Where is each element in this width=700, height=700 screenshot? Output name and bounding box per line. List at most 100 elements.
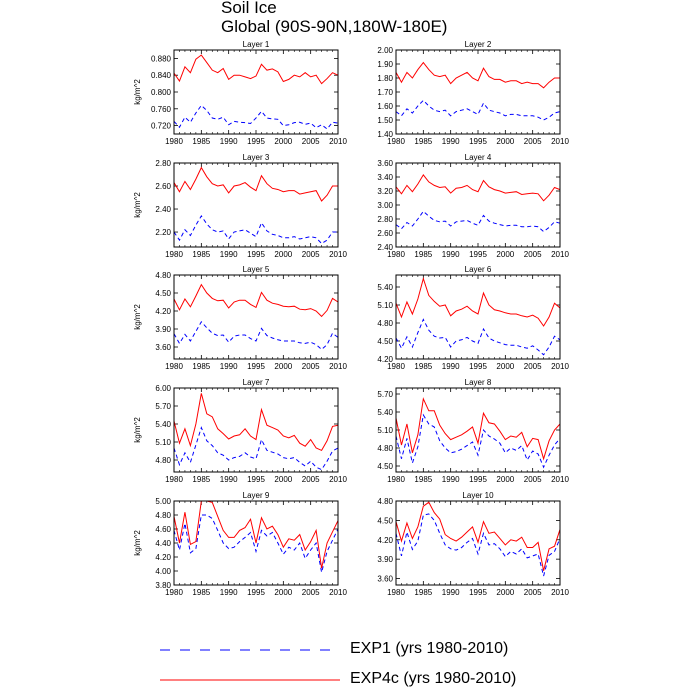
plot-frame-layer-2 [395, 49, 561, 135]
y-tick-label: 5.00 [155, 497, 171, 506]
x-tick-label: 2000 [496, 137, 514, 146]
x-tick-label: 2000 [274, 137, 292, 146]
plot-frame-layer-9 [173, 500, 339, 586]
x-tick-label: 1990 [442, 475, 460, 484]
y-tick-label: 0.880 [151, 54, 172, 63]
x-tick-label: 1990 [220, 137, 238, 146]
chart-title-layer-2: Layer 2 [465, 40, 492, 49]
legend-entry-exp1: EXP1 (yrs 1980-2010) [160, 640, 580, 660]
series-line-exp4c-layer-2 [395, 61, 560, 89]
x-tick-label: 1980 [165, 250, 183, 259]
y-tick-label: 4.20 [377, 355, 393, 364]
y-tick-label: 1.90 [377, 60, 393, 69]
x-tick-label: 1990 [220, 362, 238, 371]
y-tick-label: 3.90 [377, 555, 393, 564]
x-tick-label: 2010 [551, 475, 569, 484]
y-tick-label: 1.40 [377, 130, 393, 139]
x-tick-label: 2010 [551, 250, 569, 259]
y-tick-label: 2.00 [377, 46, 393, 55]
y-tick-label: 5.40 [377, 408, 393, 417]
series-line-exp1-layer-4 [395, 210, 561, 233]
x-tick-label: 1995 [469, 137, 487, 146]
y-tick-label: 4.80 [155, 456, 171, 465]
series-line-exp4c-layer-4 [395, 174, 561, 202]
x-tick-label: 1995 [469, 475, 487, 484]
x-tick-label: 2000 [496, 362, 514, 371]
series-line-exp1-layer-10 [395, 513, 561, 577]
x-tick-label: 2005 [302, 475, 320, 484]
figure-subtitle: Global (90S-90N,180W-180E) [221, 17, 448, 36]
y-axis-label-layer-5: kg/m^2 [133, 304, 142, 330]
x-tick-label: 2005 [524, 588, 542, 597]
series-line-exp4c-layer-1 [173, 54, 339, 85]
x-tick-label: 2005 [524, 362, 542, 371]
x-tick-label: 2005 [524, 250, 542, 259]
x-tick-label: 2010 [329, 475, 347, 484]
y-axis-label-layer-9: kg/m^2 [133, 530, 142, 556]
y-tick-label: 1.50 [377, 116, 393, 125]
y-tick-label: 4.20 [155, 307, 171, 316]
chart-title-layer-3: Layer 3 [243, 153, 270, 162]
x-tick-label: 1985 [192, 137, 210, 146]
y-tick-label: 1.80 [377, 74, 393, 83]
legend-entry-exp4c: EXP4c (yrs 1980-2010) [160, 670, 580, 690]
x-tick-label: 1985 [414, 588, 432, 597]
x-tick-label: 2005 [302, 362, 320, 371]
y-tick-label: 4.50 [377, 337, 393, 346]
y-tick-label: 3.60 [377, 159, 393, 168]
y-axis-label-layer-3: kg/m^2 [133, 192, 142, 218]
x-tick-label: 1980 [387, 250, 405, 259]
x-tick-label: 2010 [551, 588, 569, 597]
x-tick-label: 1990 [220, 475, 238, 484]
x-tick-label: 1985 [414, 137, 432, 146]
y-tick-label: 4.80 [155, 511, 171, 520]
x-tick-label: 1985 [414, 475, 432, 484]
x-tick-label: 2000 [496, 475, 514, 484]
y-tick-label: 4.50 [377, 516, 393, 525]
x-tick-label: 1980 [165, 362, 183, 371]
series-line-exp4c-layer-10 [395, 501, 561, 571]
y-tick-label: 1.60 [377, 102, 393, 111]
x-tick-label: 2010 [329, 250, 347, 259]
y-axis-label-layer-7: kg/m^2 [133, 417, 142, 443]
y-tick-label: 2.80 [155, 159, 171, 168]
x-tick-label: 1985 [192, 250, 210, 259]
y-tick-label: 5.10 [377, 426, 393, 435]
y-tick-label: 5.40 [377, 283, 393, 292]
x-tick-label: 2005 [524, 475, 542, 484]
x-tick-label: 2000 [274, 475, 292, 484]
x-tick-label: 1980 [387, 475, 405, 484]
series-line-exp1-layer-6 [395, 318, 561, 356]
x-tick-label: 2005 [302, 588, 320, 597]
y-tick-label: 4.60 [155, 525, 171, 534]
plot-frame-layer-1 [173, 49, 339, 135]
y-tick-label: 4.50 [155, 289, 171, 298]
chart-title-layer-9: Layer 9 [243, 491, 270, 500]
series-line-exp4c-layer-5 [173, 283, 339, 318]
x-tick-label: 1980 [165, 137, 183, 146]
x-tick-label: 1995 [469, 588, 487, 597]
y-tick-label: 2.40 [377, 243, 393, 252]
y-tick-label: 1.70 [377, 88, 393, 97]
chart-layer-1: Layer 1 kg/m^2 1980 1985 1990 1995 2000 2005 201… [133, 40, 347, 146]
chart-title-layer-6: Layer 6 [465, 265, 492, 274]
y-tick-label: 4.40 [155, 539, 171, 548]
y-tick-label: 4.00 [155, 567, 171, 576]
y-tick-label: 3.20 [377, 187, 393, 196]
x-tick-label: 1990 [442, 362, 460, 371]
chart-title-layer-4: Layer 4 [465, 153, 492, 162]
x-tick-label: 2005 [302, 137, 320, 146]
x-tick-label: 2005 [524, 137, 542, 146]
y-tick-label: 4.20 [377, 536, 393, 545]
x-tick-label: 1980 [387, 362, 405, 371]
chart-layer-7: Layer 7 kg/m^2 1980 1985 1990 1995 2000 2005 201… [133, 378, 347, 484]
x-tick-label: 2010 [329, 588, 347, 597]
y-tick-label: 2.60 [155, 182, 171, 191]
plot-frame-layer-3 [173, 162, 339, 248]
x-tick-label: 2010 [329, 362, 347, 371]
x-tick-label: 2000 [496, 250, 514, 259]
plot-frame-layer-8 [395, 387, 561, 473]
x-tick-label: 1985 [192, 588, 210, 597]
plot-frame-layer-4 [395, 162, 561, 248]
y-tick-label: 4.50 [377, 462, 393, 471]
